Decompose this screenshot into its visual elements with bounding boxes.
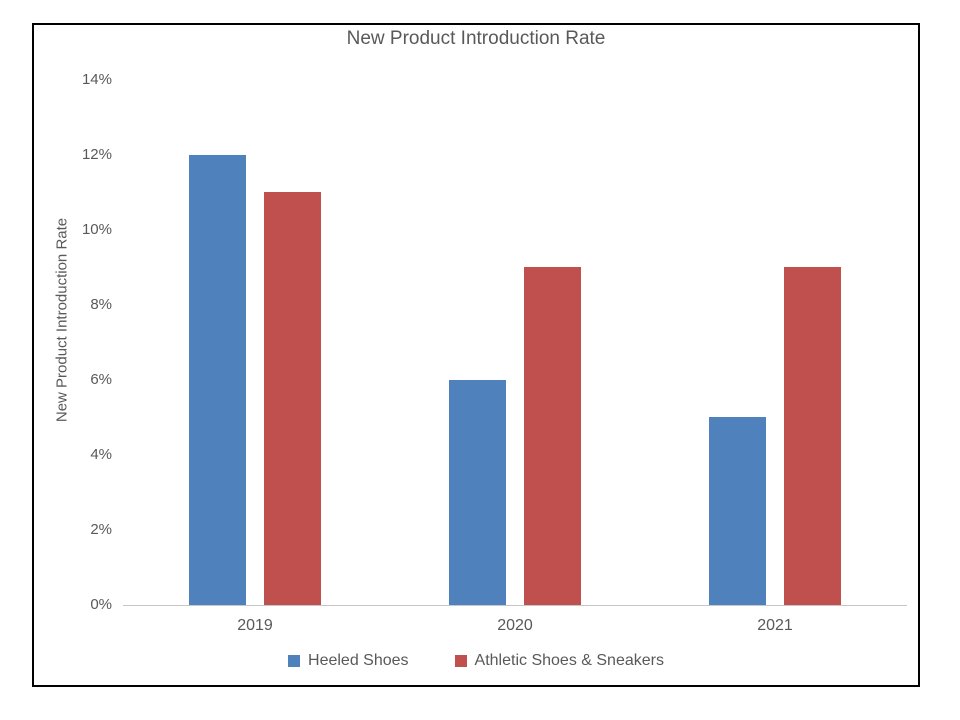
y-axis-title: New Product Introduction Rate (53, 217, 71, 423)
legend-item-heeled-shoes: Heeled Shoes (288, 652, 409, 670)
chart-legend: Heeled Shoes Athletic Shoes & Sneakers (32, 652, 920, 670)
y-axis-tick-label: 4% (90, 446, 112, 463)
y-axis-tick-label: 10% (81, 221, 112, 238)
chart-title: New Product Introduction Rate (346, 28, 606, 49)
y-axis-tick-label: 6% (90, 371, 112, 388)
legend-swatch-icon (288, 655, 301, 667)
legend-label: Heeled Shoes (308, 652, 409, 669)
bar-heeled-shoes-2019 (189, 155, 246, 605)
bar-heeled-shoes-2021 (709, 417, 766, 605)
y-axis-tick-label: 14% (81, 71, 112, 88)
y-axis-tick-label: 2% (90, 521, 112, 538)
legend-item-athletic-shoes-sneakers: Athletic Shoes & Sneakers (454, 652, 664, 670)
x-axis-category-label-2020: 2020 (497, 617, 533, 634)
legend-label: Athletic Shoes & Sneakers (474, 652, 664, 669)
bar-heeled-shoes-2020 (449, 380, 506, 605)
bar-athletic-shoes-sneakers-2020 (524, 267, 581, 605)
y-axis-tick-label: 8% (90, 296, 112, 313)
x-axis-category-label-2019: 2019 (237, 617, 273, 634)
x-axis-category-label-2021: 2021 (757, 617, 793, 634)
x-axis-line (123, 605, 907, 606)
legend-swatch-icon (454, 655, 467, 667)
y-axis-tick-label: 12% (81, 146, 112, 163)
bar-athletic-shoes-sneakers-2021 (784, 267, 841, 605)
bar-athletic-shoes-sneakers-2019 (264, 192, 321, 605)
y-axis-tick-label: 0% (90, 596, 112, 613)
